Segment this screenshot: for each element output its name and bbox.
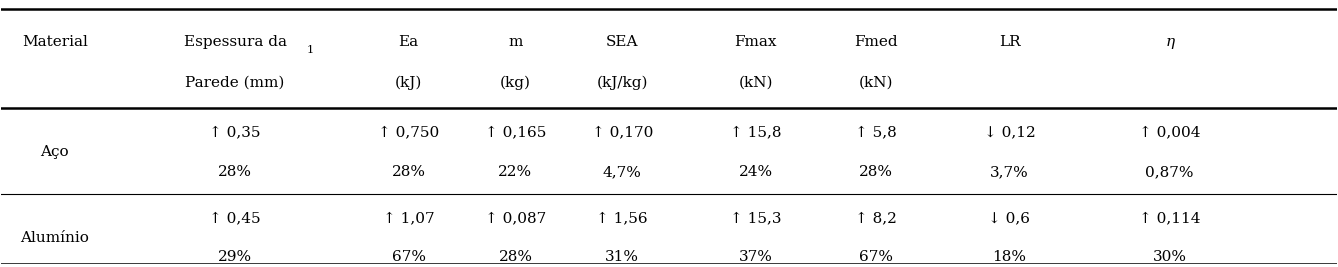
Text: (kg): (kg) <box>500 76 531 90</box>
Text: LR: LR <box>998 35 1021 49</box>
Text: ↑ 0,170: ↑ 0,170 <box>591 125 653 140</box>
Text: ↑ 0,45: ↑ 0,45 <box>209 211 261 225</box>
Text: ↑ 1,07: ↑ 1,07 <box>383 211 435 225</box>
Text: 37%: 37% <box>739 250 773 264</box>
Text: (kN): (kN) <box>739 76 773 90</box>
Text: ↑ 0,087: ↑ 0,087 <box>484 211 546 225</box>
Text: 1: 1 <box>306 45 313 55</box>
Text: 31%: 31% <box>605 250 640 264</box>
Text: Parede (mm): Parede (mm) <box>186 76 285 90</box>
Text: 28%: 28% <box>499 250 533 264</box>
Text: ↑ 5,8: ↑ 5,8 <box>855 125 896 140</box>
Text: ↓ 0,12: ↓ 0,12 <box>983 125 1036 140</box>
Text: 28%: 28% <box>859 165 892 179</box>
Text: ↑ 8,2: ↑ 8,2 <box>855 211 896 225</box>
Text: ↑ 1,56: ↑ 1,56 <box>597 211 648 225</box>
Text: Fmed: Fmed <box>854 35 898 49</box>
Text: Aço: Aço <box>40 145 70 159</box>
Text: 67%: 67% <box>859 250 892 264</box>
Text: 29%: 29% <box>218 250 252 264</box>
Text: ↑ 0,750: ↑ 0,750 <box>379 125 439 140</box>
Text: ↑ 0,35: ↑ 0,35 <box>209 125 261 140</box>
Text: 3,7%: 3,7% <box>990 165 1029 179</box>
Text: η: η <box>1165 35 1175 49</box>
Text: 4,7%: 4,7% <box>603 165 642 179</box>
Text: ↑ 0,114: ↑ 0,114 <box>1139 211 1200 225</box>
Text: ↑ 0,004: ↑ 0,004 <box>1139 125 1200 140</box>
Text: SEA: SEA <box>606 35 638 49</box>
Text: (kJ): (kJ) <box>395 76 423 90</box>
Text: Espessura da: Espessura da <box>183 35 286 49</box>
Text: ↑ 0,165: ↑ 0,165 <box>484 125 546 140</box>
Text: ↑ 15,8: ↑ 15,8 <box>731 125 781 140</box>
Text: 24%: 24% <box>739 165 773 179</box>
Text: 18%: 18% <box>993 250 1026 264</box>
Text: ↓ 0,6: ↓ 0,6 <box>989 211 1030 225</box>
Text: 0,87%: 0,87% <box>1145 165 1193 179</box>
Text: 30%: 30% <box>1153 250 1187 264</box>
Text: Alumínio: Alumínio <box>20 230 90 245</box>
Text: (kN): (kN) <box>859 76 894 90</box>
Text: 28%: 28% <box>218 165 252 179</box>
Text: Fmax: Fmax <box>735 35 777 49</box>
Text: Ea: Ea <box>399 35 419 49</box>
Text: 67%: 67% <box>392 250 425 264</box>
Text: 22%: 22% <box>498 165 533 179</box>
Text: m: m <box>508 35 523 49</box>
Text: ↑ 15,3: ↑ 15,3 <box>731 211 781 225</box>
Text: Material: Material <box>21 35 88 49</box>
Text: 28%: 28% <box>392 165 425 179</box>
Text: (kJ/kg): (kJ/kg) <box>597 76 648 90</box>
